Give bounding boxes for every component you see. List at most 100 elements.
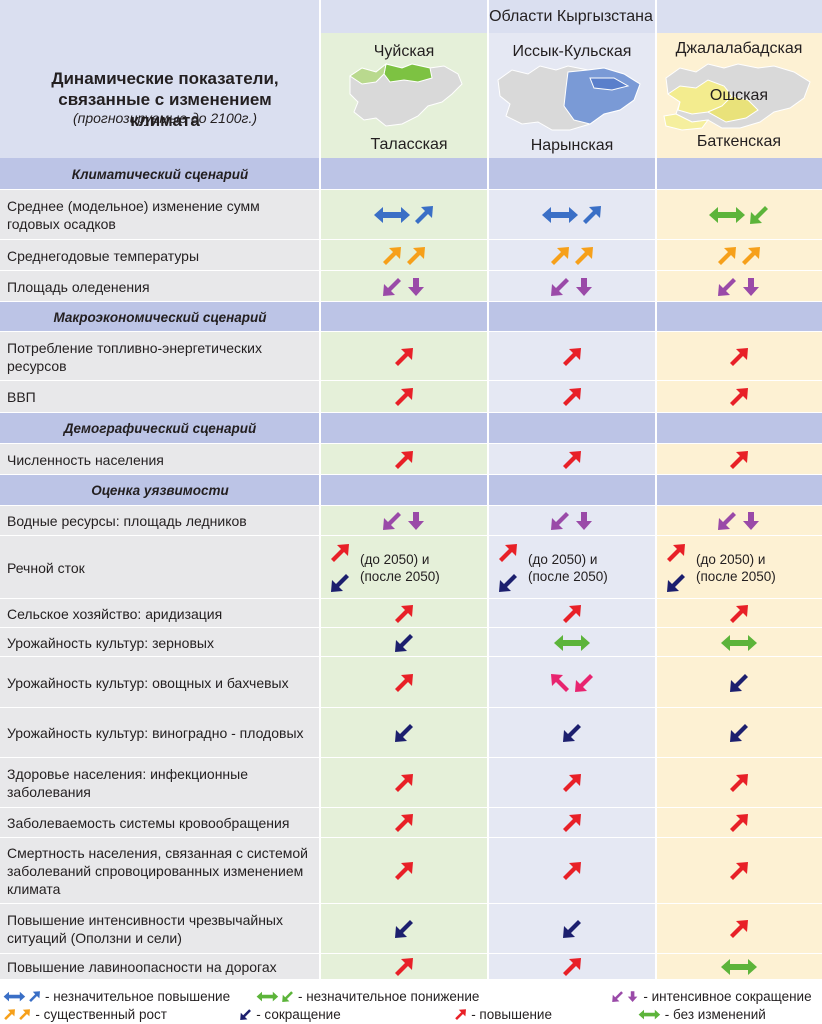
indicator-cell bbox=[656, 838, 822, 904]
red-up-arrow-icon bbox=[560, 772, 584, 794]
row-divider bbox=[0, 301, 822, 302]
indicator-cell bbox=[320, 381, 488, 413]
indicator-label: Повышение интенсивности чрезвычайных сит… bbox=[7, 912, 283, 946]
indicator-cell bbox=[656, 381, 822, 413]
runoff-note-after: (после 2050) bbox=[528, 568, 608, 584]
indicator-cell bbox=[656, 708, 822, 758]
indicator-cell bbox=[320, 708, 488, 758]
indicator-cell bbox=[320, 758, 488, 808]
red-up-arrow-icon bbox=[727, 812, 751, 834]
purple-down-arrow-icon bbox=[715, 510, 739, 532]
row-divider bbox=[0, 331, 822, 332]
runoff-cell: (до 2050) и (после 2050) bbox=[328, 538, 486, 597]
section-title: Климатический сценарий bbox=[71, 166, 249, 182]
legend-text: - интенсивное сокращение bbox=[643, 989, 812, 1004]
green-dbl-arrow-icon bbox=[552, 632, 592, 654]
indicator-cell bbox=[320, 190, 488, 240]
region-name-chui: Чуйская bbox=[373, 43, 435, 60]
indicator-cell bbox=[320, 332, 488, 381]
purple-down-arrow-icon bbox=[380, 276, 404, 298]
green-dbl-legend-icon bbox=[637, 1008, 662, 1021]
indicator-label: Заболеваемость системы кровообращения bbox=[7, 815, 290, 831]
legend-text: - существенный рост bbox=[35, 1007, 167, 1022]
red-up-arrow-icon bbox=[727, 346, 751, 368]
runoff-note-before: (до 2050) и bbox=[360, 551, 430, 567]
indicator-label: Численность населения bbox=[7, 451, 164, 468]
indicator-cell bbox=[320, 599, 488, 628]
indicator-label: Урожайность культур: овощных и бахчевых bbox=[7, 674, 289, 691]
indicator-cell bbox=[320, 838, 488, 904]
red-up-arrow-icon bbox=[727, 449, 751, 471]
red-up-arrow-icon bbox=[392, 812, 416, 834]
indicator-cell bbox=[488, 657, 656, 708]
indicator-cell bbox=[488, 240, 656, 271]
red-up-arrow-icon bbox=[560, 812, 584, 834]
red-up-arrow-icon bbox=[496, 542, 520, 564]
navy-down-arrow-icon bbox=[328, 572, 352, 594]
row-divider bbox=[0, 380, 822, 381]
blue-dbl-legend-icon bbox=[2, 990, 27, 1003]
row-divider bbox=[0, 979, 822, 980]
red-up-arrow-icon bbox=[328, 542, 352, 564]
chui-region-map bbox=[349, 62, 463, 127]
orange-up-arrow-icon bbox=[572, 245, 596, 267]
indicator-label: Среднегодовые температуры bbox=[7, 247, 200, 264]
green-down-arrow-icon bbox=[747, 204, 771, 226]
row-divider bbox=[0, 412, 822, 413]
red-up-arrow-icon bbox=[727, 918, 751, 940]
section-header-row bbox=[0, 302, 822, 332]
indicator-cell bbox=[656, 657, 822, 708]
legend-item: - интенсивное сокращение bbox=[610, 989, 812, 1005]
row-divider bbox=[0, 953, 822, 954]
row-divider bbox=[0, 239, 822, 240]
purple-down-arrow-icon bbox=[548, 510, 572, 532]
regions-title: Области Кыргызстана bbox=[489, 8, 653, 25]
purple-down-arrow-icon bbox=[715, 276, 739, 298]
indicator-label: Сельское хозяйство: аридизация bbox=[7, 605, 223, 622]
indicator-label: Водные ресурсы: площадь ледников bbox=[7, 513, 247, 529]
region-name-talas: Таласская bbox=[370, 136, 448, 153]
legend-item: - существенный рост bbox=[2, 1007, 167, 1023]
indicator-cell bbox=[320, 657, 488, 708]
purple-down-arrow-icon bbox=[380, 510, 404, 532]
blue-up-arrow-icon bbox=[412, 204, 436, 226]
indicator-cell bbox=[488, 332, 656, 381]
region-name-naryn: Нарынская bbox=[530, 137, 614, 154]
row-divider bbox=[0, 757, 822, 758]
indicator-cell bbox=[320, 954, 488, 980]
navy-down-arrow-icon bbox=[392, 722, 416, 744]
indicator-cell bbox=[320, 444, 488, 475]
indicator-cell bbox=[656, 190, 822, 240]
navy-down-arrow-icon bbox=[727, 672, 751, 694]
purple-down-arrow-icon bbox=[548, 276, 572, 298]
runoff-note-after: (после 2050) bbox=[696, 568, 776, 584]
indicator-label: Речной сток bbox=[7, 559, 85, 576]
indicator-cell bbox=[320, 271, 488, 302]
indicator-label: Урожайность культур: зерновых bbox=[7, 634, 214, 651]
navy-down-arrow-icon bbox=[392, 918, 416, 940]
red-up-arrow-icon bbox=[560, 449, 584, 471]
red-up-arrow-icon bbox=[392, 346, 416, 368]
indicator-cell bbox=[488, 506, 656, 536]
navy-down-arrow-icon bbox=[496, 572, 520, 594]
navy-down-arrow-icon bbox=[392, 632, 416, 654]
main-title: Динамические показатели, связанные с изм… bbox=[51, 69, 279, 130]
row-divider bbox=[0, 903, 822, 904]
red-up-arrow-icon bbox=[560, 603, 584, 625]
navy-down-arrow-icon bbox=[727, 722, 751, 744]
red-up-arrow-icon bbox=[560, 956, 584, 978]
legend-text: - сокращение bbox=[256, 1007, 341, 1022]
pink-down-arrow-icon bbox=[572, 672, 596, 694]
legend-text: - повышение bbox=[471, 1007, 552, 1022]
section-header-row bbox=[0, 475, 822, 506]
indicator-cell bbox=[488, 708, 656, 758]
orange-up-legend-icon bbox=[17, 1008, 32, 1021]
indicator-cell bbox=[656, 444, 822, 475]
row-divider bbox=[0, 270, 822, 271]
legend-item: - без изменений bbox=[637, 1007, 766, 1023]
indicator-cell bbox=[488, 444, 656, 475]
legend-text: - незначительное повышение bbox=[44, 989, 231, 1004]
red-up-arrow-icon bbox=[392, 672, 416, 694]
red-up-arrow-icon bbox=[560, 386, 584, 408]
